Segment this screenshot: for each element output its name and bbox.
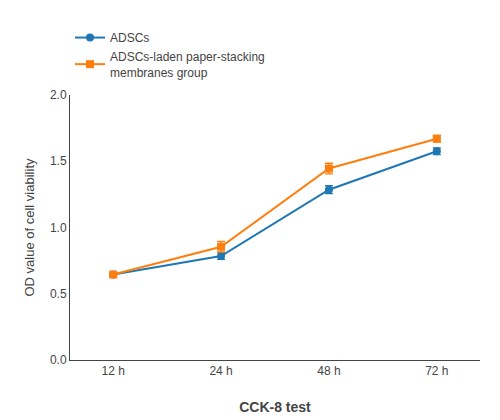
svg-text:0.5: 0.5 — [50, 287, 67, 301]
svg-text:ADSCs: ADSCs — [110, 31, 149, 45]
svg-text:1.5: 1.5 — [50, 154, 67, 168]
svg-text:ADSCs-laden paper-stackingmemb: ADSCs-laden paper-stackingmembranes grou… — [110, 50, 265, 80]
svg-text:48 h: 48 h — [317, 364, 340, 378]
svg-text:72 h: 72 h — [425, 364, 448, 378]
svg-text:12 h: 12 h — [101, 364, 124, 378]
svg-text:OD value of cell viability: OD value of cell viability — [22, 158, 37, 296]
svg-text:2.0: 2.0 — [50, 88, 67, 102]
svg-text:24 h: 24 h — [209, 364, 232, 378]
svg-text:CCK-8 test: CCK-8 test — [239, 399, 311, 415]
svg-text:1.0: 1.0 — [50, 221, 67, 235]
svg-text:0.0: 0.0 — [50, 353, 67, 367]
